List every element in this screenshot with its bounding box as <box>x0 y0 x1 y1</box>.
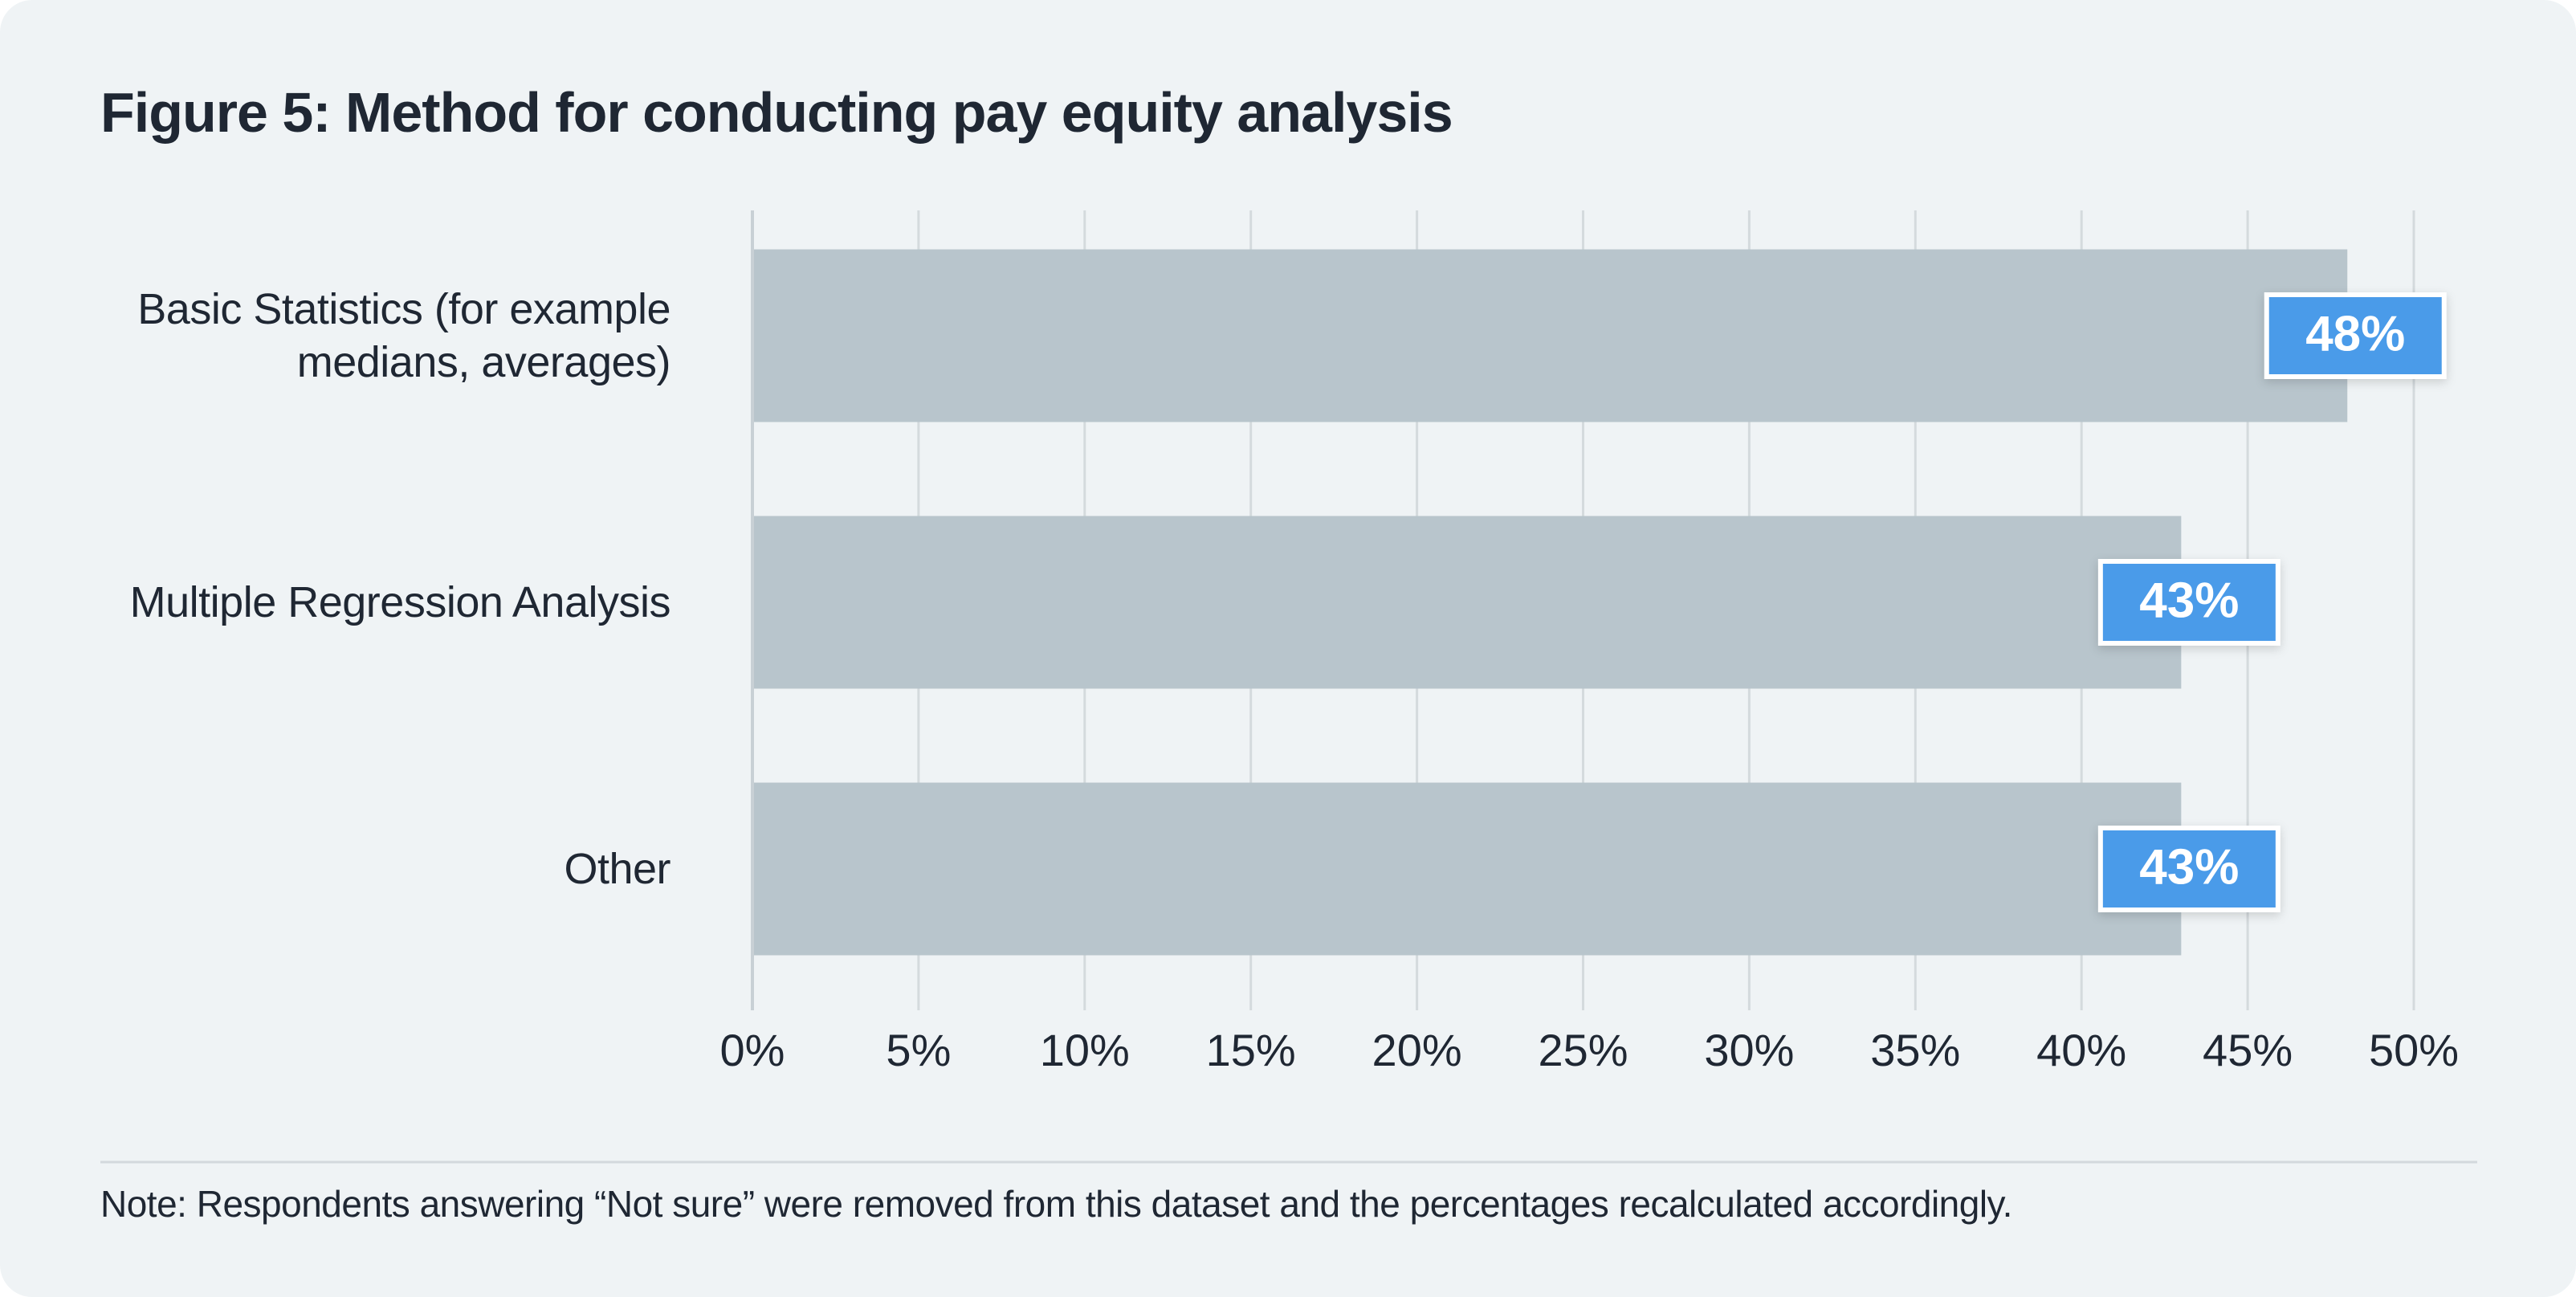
bar <box>752 249 2348 422</box>
value-label: 43% <box>2139 839 2239 895</box>
x-tick-label: 20% <box>1372 1025 1462 1075</box>
x-tick-label: 50% <box>2369 1025 2459 1075</box>
x-tick-label: 5% <box>886 1025 951 1075</box>
value-label-box <box>2264 292 2447 379</box>
x-tick-label: 15% <box>1206 1025 1296 1075</box>
category-label: Multiple Regression Analysis <box>129 578 671 626</box>
value-label-box <box>2097 826 2280 912</box>
x-tick-label: 10% <box>1040 1025 1130 1075</box>
category-label: Basic Statistics (for example medians, a… <box>137 285 670 386</box>
chart-title: Figure 5: Method for conducting pay equi… <box>100 81 1453 144</box>
bar <box>752 782 2182 956</box>
x-tick-label: 0% <box>720 1025 785 1075</box>
category-label: Other <box>564 845 670 893</box>
value-label: 48% <box>2305 306 2405 361</box>
value-label-box <box>2097 559 2280 646</box>
x-tick-label: 40% <box>2036 1025 2126 1075</box>
x-tick-label: 45% <box>2203 1025 2293 1075</box>
chart-note: Note: Respondents answering “Not sure” w… <box>100 1183 2012 1225</box>
x-tick-label: 35% <box>1870 1025 1960 1075</box>
bar <box>752 516 2182 689</box>
x-tick-label: 25% <box>1538 1025 1628 1075</box>
x-tick-label: 30% <box>1704 1025 1794 1075</box>
value-label: 43% <box>2139 573 2239 628</box>
